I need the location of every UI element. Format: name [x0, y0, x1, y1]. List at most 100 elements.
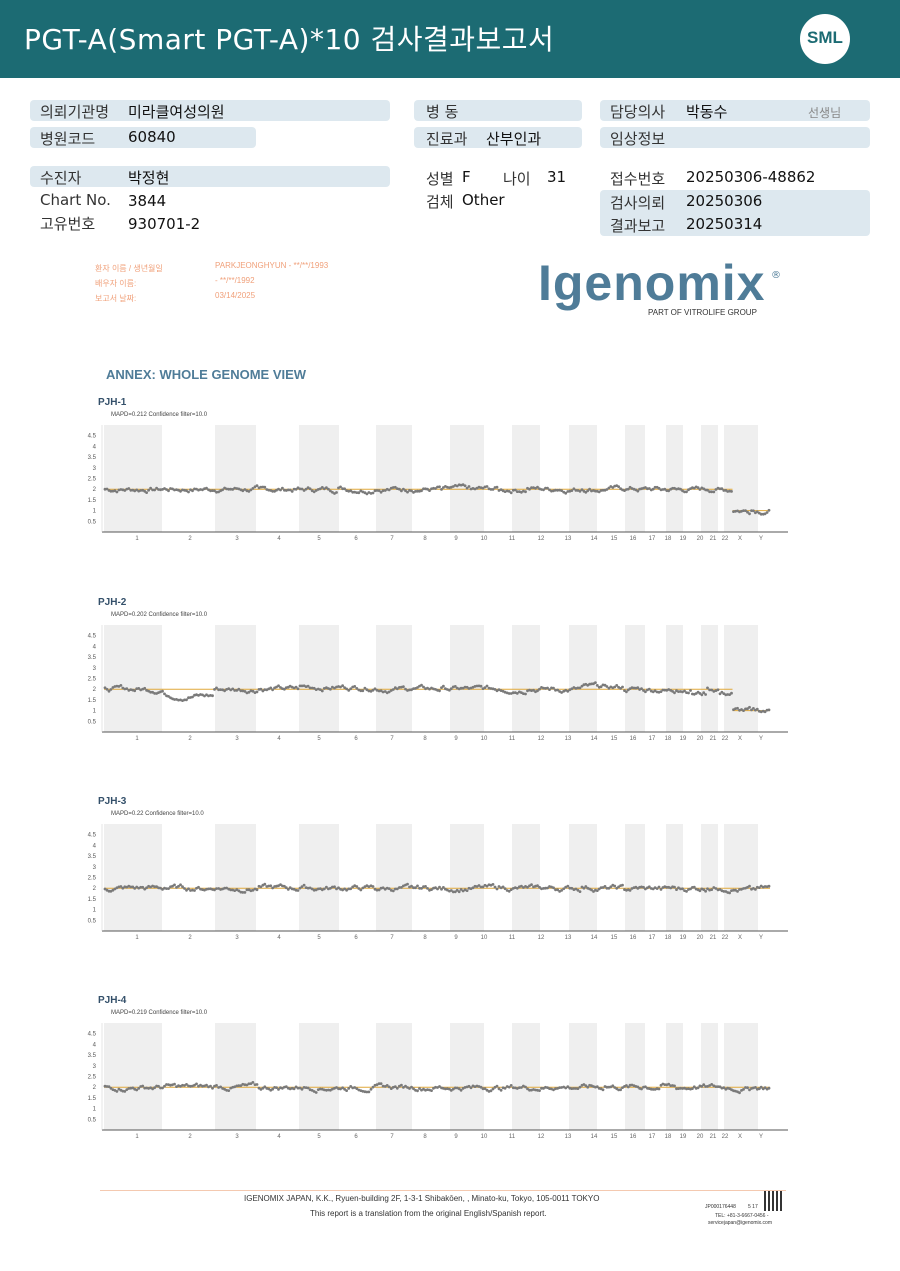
copy-number-point [489, 1089, 493, 1093]
copy-number-point [367, 689, 371, 693]
copy-number-point [320, 689, 324, 693]
copy-number-point [532, 688, 535, 692]
x-tick-label: 8 [423, 935, 427, 941]
chart-no-value: 3844 [128, 192, 167, 210]
copy-number-point [465, 486, 469, 490]
sex-value: F [462, 168, 471, 186]
copy-number-point [113, 489, 117, 493]
copy-number-point [353, 1086, 357, 1089]
copy-number-point [341, 487, 344, 491]
copy-number-point [294, 685, 298, 689]
copy-number-point [329, 886, 332, 890]
copy-number-point [754, 888, 757, 891]
copy-number-point [584, 1084, 588, 1087]
copy-number-point [698, 889, 702, 893]
y-tick-label: 1.5 [88, 897, 97, 903]
x-tick-label: 15 [611, 536, 618, 542]
copy-number-point [601, 488, 605, 492]
copy-number-point [410, 1085, 413, 1089]
copy-number-point [763, 710, 767, 714]
chromosome-band [724, 824, 758, 931]
report-title: PGT-A(Smart PGT-A)*10 검사결과보고서 [24, 23, 555, 56]
x-tick-label: X [738, 1134, 742, 1140]
x-tick-label: 22 [722, 736, 729, 742]
copy-number-point [211, 1086, 214, 1090]
copy-number-point [485, 684, 489, 688]
chromosome-band [104, 425, 162, 532]
copy-number-point [426, 487, 429, 491]
copy-number-point [351, 490, 355, 494]
receipt-label: 접수번호 [610, 170, 666, 188]
copy-number-point [402, 1086, 405, 1089]
copy-number-point [578, 686, 582, 690]
copy-number-point [718, 692, 722, 696]
copy-number-point [359, 888, 363, 892]
copy-number-point [223, 689, 227, 693]
footer-divider [100, 1190, 786, 1191]
y-tick-label: 0.5 [88, 519, 97, 525]
chromosome-band [450, 625, 484, 732]
copy-number-point [167, 489, 170, 493]
y-tick-label: 1.5 [88, 1096, 97, 1102]
y-tick-label: 1 [93, 509, 97, 515]
copy-number-point [233, 889, 237, 892]
chromosome-band [666, 425, 683, 532]
copy-number-point [151, 488, 154, 492]
copy-number-point [659, 690, 663, 693]
copy-number-point [422, 487, 425, 491]
copy-number-point [651, 487, 655, 491]
x-tick-label: 15 [611, 1134, 618, 1140]
copy-number-point [503, 1086, 507, 1090]
copy-number-point [605, 886, 609, 890]
copy-number-point [426, 887, 429, 890]
copy-number-point [459, 888, 463, 891]
copy-number-point [119, 684, 123, 687]
copy-number-point [298, 886, 302, 890]
copy-number-point [339, 1087, 342, 1091]
x-tick-label: 19 [680, 536, 687, 542]
chromosome-band [450, 425, 484, 532]
copy-number-point [381, 489, 385, 492]
copy-number-point [422, 685, 425, 689]
copy-number-point [149, 486, 152, 490]
chromosome-band [104, 625, 162, 732]
copy-number-point [300, 885, 304, 888]
copy-number-point [700, 1085, 704, 1088]
x-tick-label: 17 [649, 536, 656, 542]
x-tick-label: 11 [509, 935, 516, 941]
copy-number-point [465, 889, 469, 892]
copy-number-point [767, 508, 771, 512]
copy-number-point [393, 485, 397, 489]
copy-number-point [574, 489, 578, 492]
copy-number-point [438, 485, 441, 489]
copy-number-point [387, 488, 391, 492]
copy-number-point [702, 1083, 706, 1086]
copy-number-point [683, 689, 686, 693]
copy-number-point [509, 491, 513, 495]
copy-number-point [239, 689, 243, 693]
copy-number-point [515, 490, 519, 493]
chromosome-band [512, 1023, 540, 1130]
copy-number-point [568, 886, 572, 890]
x-tick-label: 14 [591, 1134, 598, 1140]
footer-page: 5 17 [748, 1204, 758, 1210]
copy-number-point [708, 888, 711, 892]
copy-number-point [560, 889, 563, 892]
copy-number-point [349, 489, 353, 493]
copy-number-point [209, 1084, 212, 1088]
copy-number-point [365, 1090, 369, 1094]
x-tick-label: X [738, 536, 742, 542]
copy-number-point [546, 886, 549, 890]
copy-number-point [141, 885, 145, 889]
copy-number-point [213, 888, 216, 892]
chromosome-band [215, 425, 256, 532]
copy-number-point [576, 888, 580, 892]
clinical-label: 임상정보 [610, 130, 666, 148]
copy-number-point [497, 688, 501, 692]
x-tick-label: 4 [277, 536, 281, 542]
copy-number-point [267, 1087, 271, 1091]
y-tick-label: 2 [93, 687, 97, 693]
copy-number-point [673, 691, 676, 695]
doctor-value: 박동수 [686, 103, 728, 121]
copy-number-point [689, 689, 692, 692]
